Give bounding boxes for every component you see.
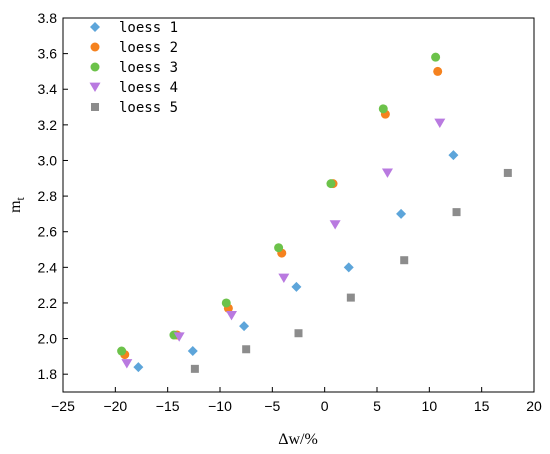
legend-marker — [90, 42, 100, 52]
data-point-series-5 — [400, 256, 409, 265]
data-point-series-1 — [291, 281, 302, 292]
data-marks — [117, 52, 512, 373]
legend-label: loess 3 — [119, 60, 178, 76]
data-point-series-3 — [117, 346, 127, 356]
x-tick-label: 15 — [474, 398, 490, 414]
legend-marker — [91, 103, 99, 111]
y-tick-label: 3.0 — [38, 152, 58, 168]
legend-marker — [89, 82, 101, 92]
legend-item: loess 2 — [90, 40, 178, 56]
data-point-series-3 — [431, 52, 441, 62]
y-tick-label: 3.6 — [38, 46, 58, 62]
x-axis-title: Δw/% — [278, 431, 318, 448]
y-tick-label: 2.2 — [38, 295, 58, 311]
data-point-series-4 — [381, 168, 393, 178]
x-tick-label: −15 — [156, 398, 180, 414]
data-point-series-5 — [346, 293, 355, 302]
data-point-series-4 — [121, 359, 133, 369]
legend-marker — [90, 22, 100, 32]
data-point-series-4 — [329, 220, 341, 230]
legend-item: loess 1 — [90, 20, 178, 36]
y-tick-label: 2.0 — [38, 331, 58, 347]
data-point-series-5 — [242, 345, 251, 354]
x-tick-label: 5 — [373, 398, 381, 414]
legend: loess 1 loess 2 loess 3 loess 4 loess 5 — [89, 20, 178, 116]
legend-item: loess 4 — [89, 80, 178, 96]
x-tick-label: 20 — [526, 398, 542, 414]
data-point-series-1 — [187, 346, 198, 357]
data-point-series-4 — [278, 273, 290, 283]
data-point-series-1 — [448, 150, 459, 161]
y-tick-label: 2.8 — [38, 188, 58, 204]
legend-label: loess 1 — [119, 20, 178, 36]
data-point-series-4 — [226, 311, 238, 321]
y-tick-label: 3.4 — [38, 81, 58, 97]
data-point-series-4 — [173, 332, 185, 342]
data-point-series-1 — [396, 208, 407, 219]
x-tick-label: −20 — [103, 398, 127, 414]
data-point-series-2 — [433, 66, 443, 76]
data-point-series-1 — [239, 321, 250, 332]
data-point-series-5 — [503, 168, 512, 177]
axis-ticks: −25 −20 −15 −10 −5 0 5 10 15 20 1.8 2.0 2.2 2.4 2.6 2.8… — [38, 10, 542, 414]
y-axis-title-main: m — [7, 200, 24, 213]
data-point-series-1 — [133, 362, 144, 373]
x-tick-label: −25 — [51, 398, 75, 414]
data-point-series-3 — [378, 104, 388, 114]
legend-item: loess 5 — [91, 100, 178, 116]
data-point-series-5 — [294, 329, 303, 338]
legend-label: loess 4 — [119, 80, 178, 96]
y-tick-label: 3.8 — [38, 10, 58, 26]
data-point-series-4 — [434, 118, 446, 129]
plot-frame — [62, 17, 535, 393]
x-tick-label: 10 — [422, 398, 438, 414]
legend-label: loess 2 — [119, 40, 178, 56]
y-tick-label: 1.8 — [38, 366, 58, 382]
y-axis-title-subscript: t — [13, 196, 27, 200]
legend-item: loess 3 — [90, 60, 178, 76]
y-axis-title: mt — [7, 196, 27, 212]
data-point-series-5 — [452, 208, 461, 217]
x-tick-label: −10 — [208, 398, 232, 414]
legend-marker — [90, 62, 100, 72]
x-tick-label: −5 — [264, 398, 280, 414]
data-point-series-1 — [343, 262, 354, 273]
data-point-series-3 — [326, 179, 336, 189]
y-tick-label: 2.4 — [38, 259, 58, 275]
y-tick-label: 3.2 — [38, 117, 58, 133]
data-point-series-5 — [190, 364, 199, 373]
data-point-series-3 — [274, 243, 284, 253]
y-tick-label: 2.6 — [38, 224, 58, 240]
x-tick-label: 0 — [321, 398, 329, 414]
legend-label: loess 5 — [119, 100, 178, 116]
data-point-series-3 — [221, 298, 231, 308]
